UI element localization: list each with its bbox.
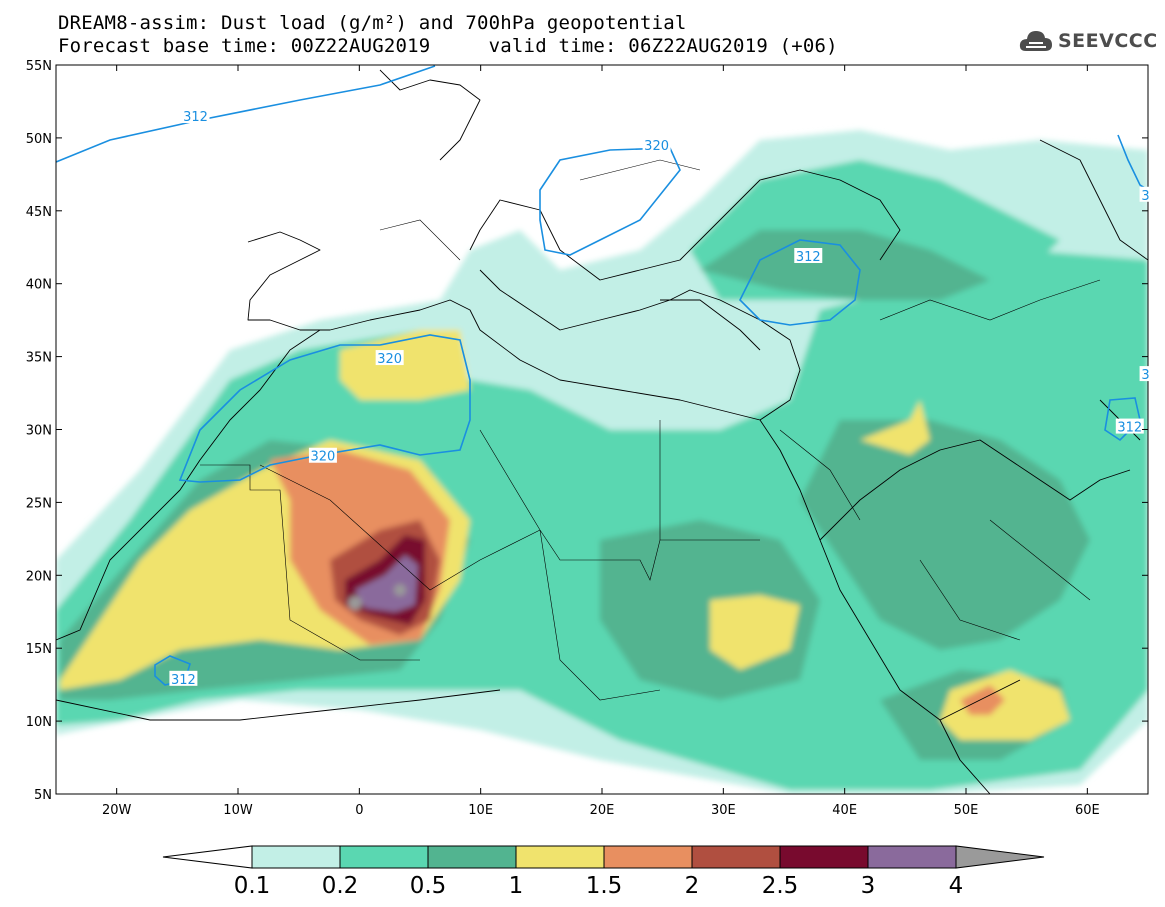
seevccc-logo: SEEVCCC [1018, 24, 1157, 60]
dust-level-0.5 [800, 420, 1090, 650]
lon-label: 0 [355, 803, 363, 818]
lon-label: 20W [102, 803, 132, 818]
colorbar-swatch [515, 845, 605, 869]
contour-label: 312 [1117, 421, 1142, 436]
lat-label: 55N [26, 59, 52, 74]
lat-label: 15N [26, 642, 52, 657]
contour-label-bg [1139, 186, 1152, 202]
colorbar-swatch [339, 845, 429, 869]
contour-label: 312 [796, 250, 821, 265]
dust-level-0.5 [700, 230, 990, 300]
colorbar-label: 1.5 [586, 873, 623, 899]
cloud-icon [1019, 31, 1052, 51]
contour-label: 320 [644, 139, 669, 154]
lon-label: 40E [832, 803, 857, 818]
logo-text: SEEVCCC [1058, 30, 1158, 52]
contour-label-bg [375, 350, 404, 366]
contour-label-bg [1115, 418, 1144, 434]
lon-label: 50E [954, 803, 979, 818]
lat-label: 10N [26, 715, 52, 730]
contour-labels: 312 320 312 320 320 312 312 3 3 [169, 108, 1152, 688]
contour-label-bg [1139, 366, 1152, 382]
dust-level-1 [940, 670, 1070, 740]
colorbar-label: 2 [685, 873, 700, 899]
dust-level-3 [355, 555, 418, 612]
dust-level-4 [394, 584, 406, 596]
lat-label: 20N [26, 569, 52, 584]
lon-label: 30E [711, 803, 736, 818]
lon-label: 10W [223, 803, 253, 818]
colorbar-swatch [251, 845, 341, 869]
contour-label-bg [308, 447, 337, 463]
contour-label: 312 [183, 110, 208, 125]
colorbar-label: 2.5 [762, 873, 799, 899]
contour-label: 3 [1141, 368, 1149, 383]
colorbar-high-extend [955, 845, 1045, 869]
colorbar-label: 1 [509, 873, 524, 899]
lat-label: 5N [34, 788, 52, 803]
lon-label: 10E [468, 803, 493, 818]
lat-label: 50N [26, 132, 52, 147]
contour-label-bg [169, 670, 198, 686]
colorbar-swatch [779, 845, 869, 869]
lon-label: 60E [1075, 803, 1100, 818]
colorbar-label: 3 [861, 873, 876, 899]
country-borders [200, 159, 1101, 701]
dust-level-1 [710, 595, 800, 670]
colorbar-label: 0.1 [234, 873, 271, 899]
colorbar-swatches [162, 845, 1045, 869]
dust-level-4 [348, 596, 362, 610]
lat-label: 30N [26, 424, 52, 439]
contour-label: 320 [377, 352, 402, 367]
colorbar-swatch [603, 845, 693, 869]
colorbar-swatch [691, 845, 781, 869]
contour-label-bg [794, 247, 823, 263]
colorbar-labels: 0.1 0.2 0.5 1 1.5 2 2.5 3 4 [234, 873, 964, 899]
geopotential-contours [56, 65, 1148, 686]
dust-level-1.5 [960, 685, 1005, 715]
dust-level-1 [860, 400, 930, 455]
colorbar-label: 0.5 [410, 873, 447, 899]
colorbar-low-extend [162, 845, 253, 869]
lat-label: 25N [26, 496, 52, 511]
dust-level-1 [340, 330, 470, 400]
contour-label: 312 [171, 673, 196, 688]
lat-label: 35N [26, 351, 52, 366]
lon-label: 20E [590, 803, 615, 818]
dust-field [56, 65, 1148, 794]
lat-label: 45N [26, 205, 52, 220]
contour-label-bg [642, 137, 671, 153]
colorbar-label: 0.2 [322, 873, 359, 899]
latitude-axis: 55N 50N 45N 40N 35N 30N 25N 20N 15N 10N 5N [26, 59, 1148, 803]
map-title-line1: DREAM8-assim: Dust load (g/m²) and 700hP… [58, 12, 687, 34]
contour-label: 320 [311, 450, 336, 465]
contour-label-bg [181, 108, 210, 124]
colorbar-swatch [427, 845, 517, 869]
lat-label: 40N [26, 278, 52, 293]
colorbar-label: 4 [949, 873, 964, 899]
colorbar-swatch [867, 845, 957, 869]
longitude-axis: 20W 10W 0 10E 20E 30E 40E 50E 60E [102, 65, 1100, 818]
contour-label: 3 [1141, 189, 1149, 204]
map-title-line2: Forecast base time: 00Z22AUG2019 valid t… [58, 35, 838, 57]
